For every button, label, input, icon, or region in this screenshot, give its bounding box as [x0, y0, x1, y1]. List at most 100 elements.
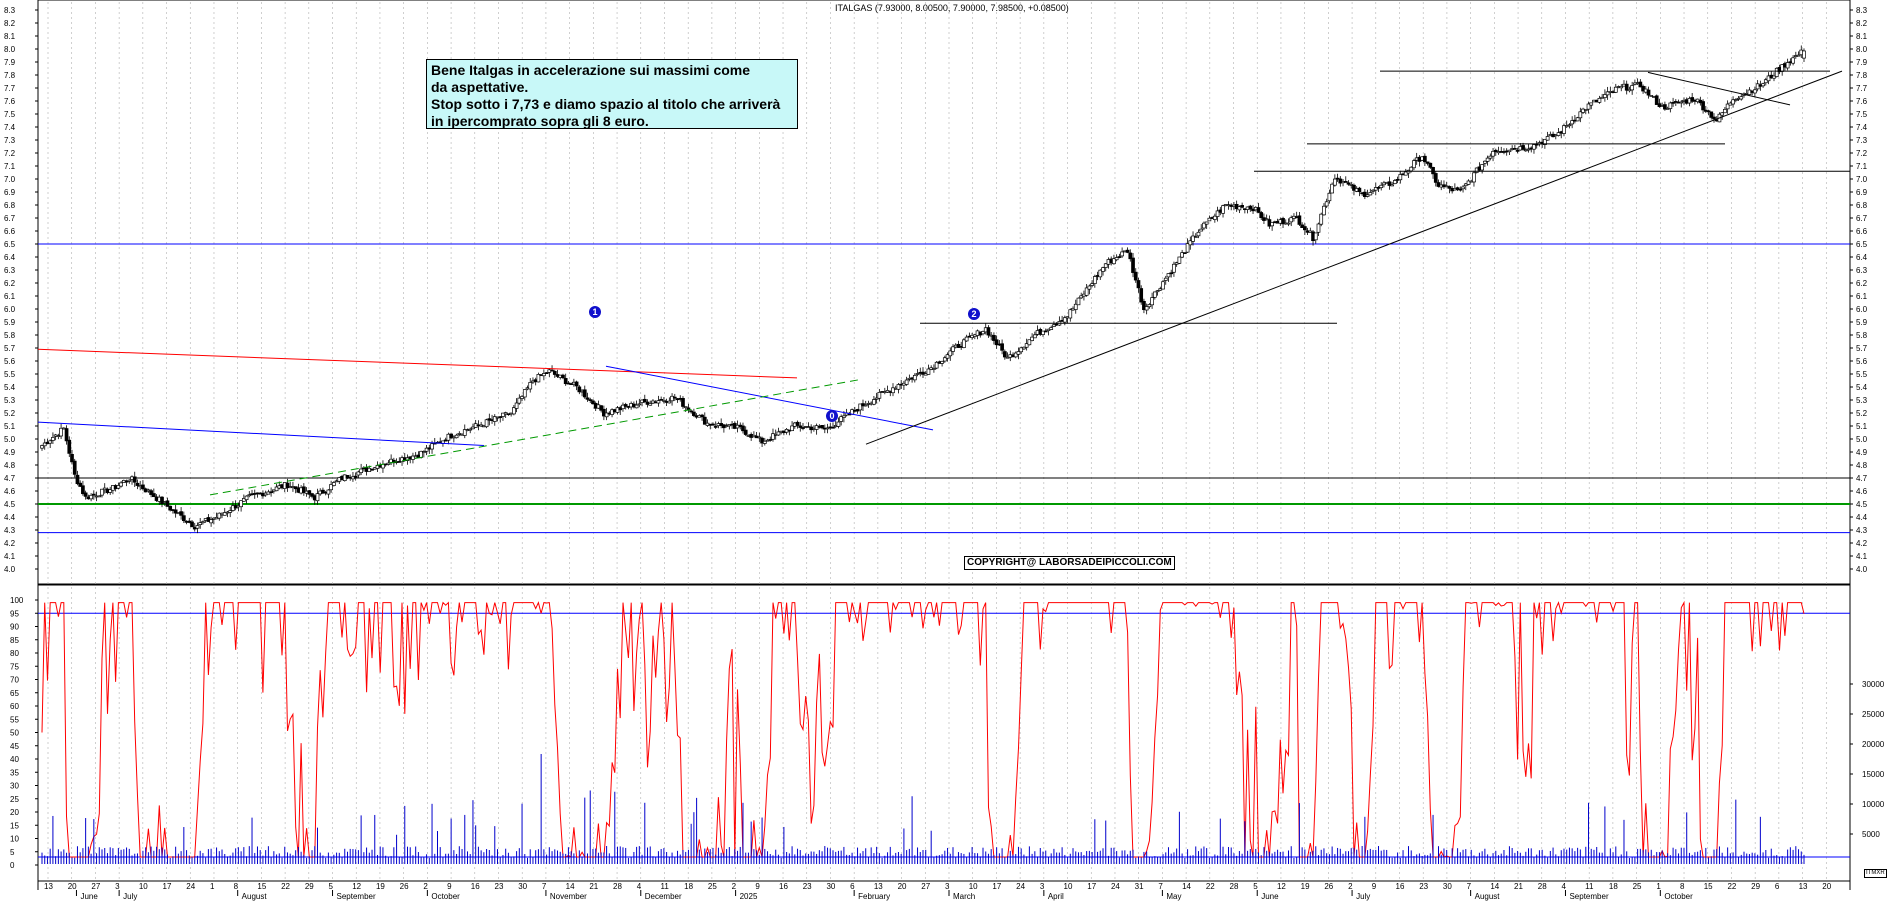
candle-body: [108, 489, 113, 493]
candle-body: [471, 426, 475, 430]
marker-2: 2: [968, 308, 980, 320]
candle-body: [825, 427, 830, 430]
oscillator-layer: [38, 600, 1850, 858]
x-tick-label: 28: [1538, 882, 1547, 891]
candle-body: [422, 451, 426, 454]
month-label: April: [1048, 892, 1064, 901]
x-tick-label: 13: [44, 882, 53, 891]
y-tick-label-left: 7.3: [4, 136, 16, 145]
candle-body: [160, 496, 164, 505]
x-tick-label: 24: [1111, 882, 1120, 891]
month-label: August: [1475, 892, 1501, 901]
y-tick-label-left: 8.2: [4, 19, 16, 28]
y-tick-label-left: 7.8: [4, 71, 16, 80]
candle-body: [331, 482, 336, 486]
y-tick-label-left: 6.8: [4, 201, 16, 210]
candle-body: [874, 397, 879, 400]
y-tick-label-right: 5.4: [1856, 383, 1868, 392]
candle-body: [1706, 110, 1711, 113]
candle-body: [689, 410, 694, 413]
candle-body: [1163, 277, 1168, 281]
x-tick-label: 9: [755, 882, 760, 891]
y-tick-label-right: 4.5: [1856, 500, 1868, 509]
candle-body: [501, 412, 505, 417]
x-tick-label: 7: [1158, 882, 1163, 891]
y-tick-label-left: 5.3: [4, 396, 16, 405]
candle-body: [1327, 192, 1332, 202]
candle-body: [1169, 272, 1174, 275]
candle-body: [1433, 173, 1438, 183]
candle-body: [1281, 218, 1285, 225]
vol-tick-label: 10000: [1862, 800, 1885, 809]
x-tick-label: 29: [305, 882, 314, 891]
candle-body: [563, 378, 568, 385]
x-tick-label: 15: [1704, 882, 1713, 891]
candle-body: [1564, 125, 1569, 128]
y-tick-label-right: 4.3: [1856, 526, 1868, 535]
candle-body: [1103, 263, 1108, 268]
candle-body: [181, 515, 186, 522]
candle-body: [1338, 178, 1343, 184]
candle-body: [1161, 281, 1165, 290]
candle-body: [454, 434, 459, 439]
candle-body: [771, 433, 775, 440]
x-tick-label: 11: [1585, 882, 1594, 891]
y-tick-label-left: 4.9: [4, 448, 16, 457]
month-label: May: [1166, 892, 1181, 901]
candle-body: [449, 433, 453, 439]
candle-body: [831, 426, 835, 429]
x-tick-label: 30: [826, 882, 835, 891]
candle-body: [1357, 187, 1362, 193]
candle-body: [1690, 97, 1695, 102]
candle-body: [1597, 97, 1602, 103]
y-tick-label-right: 8.0: [1856, 45, 1868, 54]
long-uptrend-line: [865, 70, 1843, 445]
candle-body: [962, 339, 966, 348]
candle-body: [550, 369, 554, 372]
candle-body: [790, 425, 794, 432]
candle-body: [1513, 148, 1517, 150]
candle-body: [1215, 210, 1220, 217]
y-tick-label-left: 8.0: [4, 45, 16, 54]
y-tick-label-left: 8.3: [4, 6, 16, 15]
candle-body: [1733, 99, 1738, 101]
y-tick-label-left: 7.1: [4, 162, 16, 171]
candle-body: [498, 416, 503, 418]
candle-body: [637, 403, 642, 406]
candle-body: [149, 490, 153, 495]
candle-body: [1543, 138, 1547, 145]
candle-body: [1665, 108, 1670, 110]
x-tick-label: 25: [708, 882, 717, 891]
candle-body: [574, 381, 579, 387]
candle-body: [1297, 215, 1302, 225]
y-tick-label-left: 7.4: [4, 123, 16, 132]
y-tick-label-right: 8.1: [1856, 32, 1868, 41]
y-tick-label-left: 6.2: [4, 279, 16, 288]
candle-body: [1613, 86, 1618, 93]
candle-body: [798, 425, 803, 428]
month-label: July: [1356, 892, 1370, 901]
grid-layer: [37, 0, 1851, 890]
candle-body: [1188, 240, 1193, 246]
osc-tick-label: 100: [10, 596, 24, 605]
downtrend-line: [37, 421, 485, 446]
candle-body: [662, 399, 666, 402]
candle-body: [1207, 217, 1212, 222]
candle-body: [945, 354, 950, 359]
candle-body: [872, 399, 876, 405]
y-tick-label-right: 7.5: [1856, 110, 1868, 119]
candle-body: [1663, 104, 1667, 110]
candle-body: [670, 395, 674, 402]
month-label: November: [550, 892, 587, 901]
candle-body: [1491, 150, 1495, 157]
y-tick-label-right: 7.1: [1856, 162, 1868, 171]
candle-body: [1128, 252, 1133, 260]
candle-body: [1720, 112, 1725, 116]
candle-body: [577, 386, 582, 393]
candle-body: [40, 445, 44, 449]
candle-body: [48, 440, 53, 444]
candle-body: [940, 360, 944, 364]
candle-body: [201, 521, 205, 524]
candle-body: [1084, 287, 1089, 296]
month-label: September: [337, 892, 376, 901]
